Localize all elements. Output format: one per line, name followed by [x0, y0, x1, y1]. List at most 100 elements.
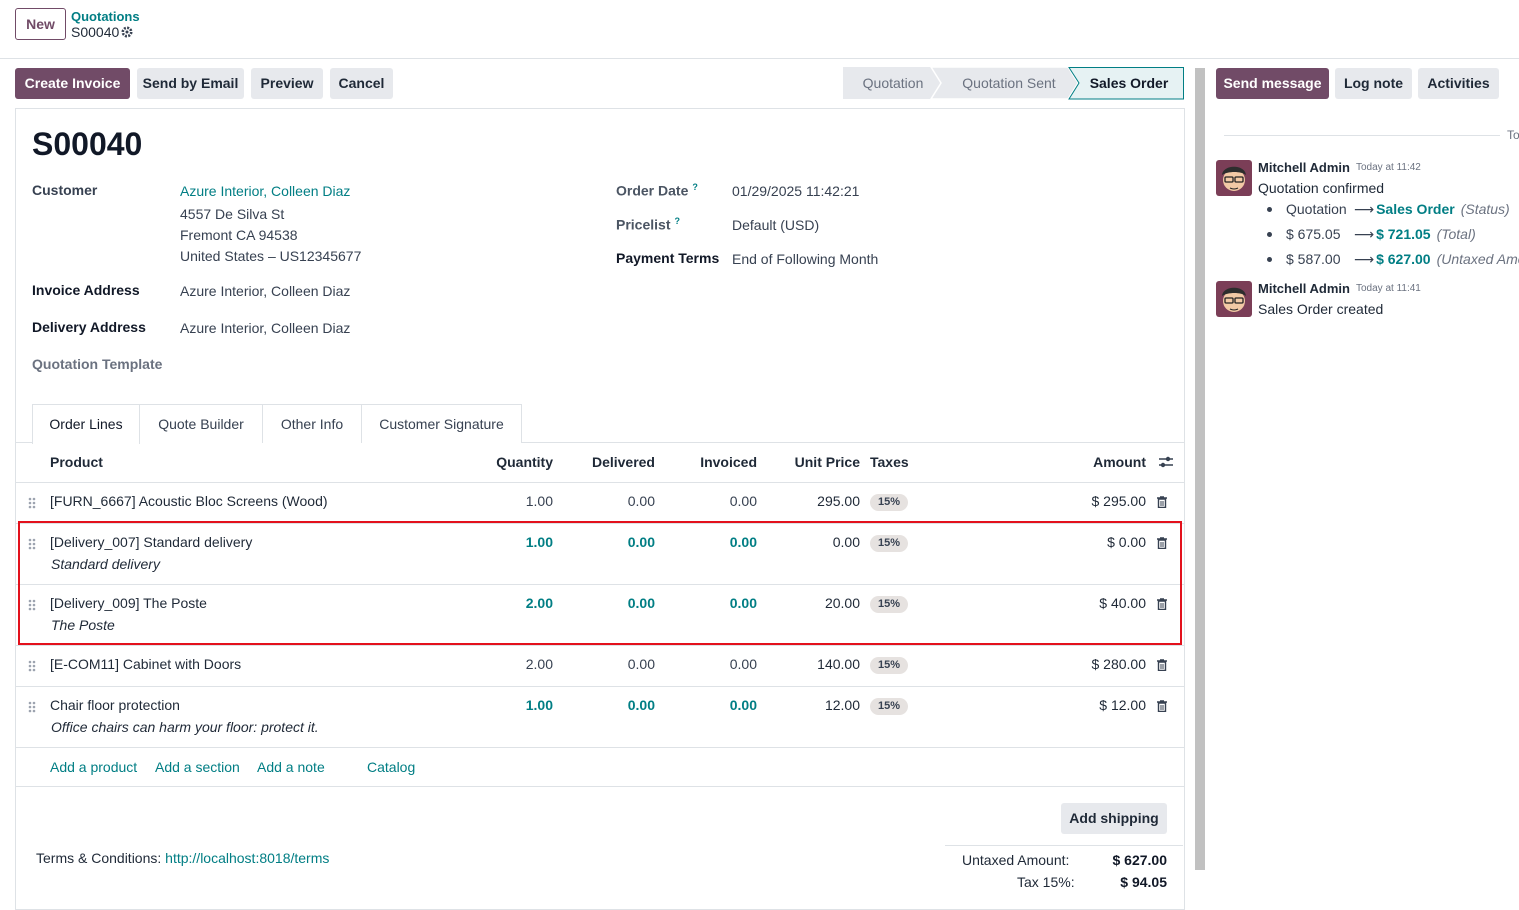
drag-handle[interactable] — [28, 496, 36, 509]
invoiced[interactable]: 0.00 — [729, 595, 757, 611]
add-line-link[interactable]: Add a note — [257, 759, 325, 775]
product-name[interactable]: [Delivery_007] Standard delivery — [50, 534, 253, 550]
delivered[interactable]: 0.00 — [627, 656, 655, 672]
field-value[interactable]: End of Following Month — [732, 251, 879, 267]
terms-link[interactable]: http://localhost:8018/terms — [165, 850, 330, 866]
action-button[interactable]: Create Invoice — [15, 68, 130, 99]
quantity[interactable]: 2.00 — [525, 656, 553, 672]
top-bar — [0, 58, 1519, 59]
add-line-link[interactable]: Add a section — [155, 759, 240, 775]
quantity[interactable]: 1.00 — [525, 493, 553, 509]
drag-handle[interactable] — [28, 598, 36, 611]
status-step[interactable] — [929, 67, 1079, 100]
tax-badge[interactable]: 15% — [870, 494, 909, 511]
tab-active[interactable]: Order Lines — [32, 404, 140, 444]
quantity[interactable]: 2.00 — [525, 595, 553, 611]
tax-badge[interactable]: 15% — [870, 535, 909, 552]
product-name[interactable]: Chair floor protection — [50, 697, 180, 713]
product-name[interactable]: [E-COM11] Cabinet with Doors — [50, 656, 242, 672]
avatar[interactable] — [1216, 281, 1252, 320]
product-name[interactable]: [FURN_6667] Acoustic Bloc Screens (Wood) — [50, 493, 328, 509]
field-value[interactable]: Default (USD) — [732, 217, 820, 233]
delivered[interactable]: 0.00 — [627, 697, 655, 713]
amount: $ 12.00 — [1099, 697, 1146, 713]
column-header[interactable]: Unit Price — [794, 454, 860, 470]
quantity[interactable]: 1.00 — [525, 534, 553, 550]
delivered[interactable]: 0.00 — [627, 534, 655, 550]
column-header[interactable]: Product — [50, 454, 103, 470]
action-button[interactable]: Cancel — [330, 68, 393, 99]
column-header[interactable]: Taxes — [870, 454, 909, 470]
invoiced[interactable]: 0.00 — [729, 493, 757, 509]
delete-icon[interactable] — [1157, 495, 1167, 511]
product-name[interactable]: [Delivery_009] The Poste — [50, 595, 207, 611]
address-line: United States – US12345677 — [180, 248, 362, 264]
status-step[interactable] — [1068, 67, 1184, 100]
unit-price[interactable]: 140.00 — [817, 656, 860, 672]
row-border — [16, 584, 1184, 585]
drag-handle[interactable] — [28, 659, 36, 672]
message-author[interactable]: Mitchell Admin — [1258, 281, 1350, 296]
delete-icon[interactable] — [1157, 699, 1167, 715]
total-value: $ 627.00 — [1112, 852, 1168, 868]
invoiced[interactable]: 0.00 — [729, 534, 757, 550]
old-value: Quotation — [1286, 201, 1347, 217]
delivered[interactable]: 0.00 — [627, 493, 655, 509]
quantity[interactable]: 1.00 — [525, 697, 553, 713]
amount: $ 40.00 — [1099, 595, 1146, 611]
help-icon[interactable]: ? — [674, 216, 680, 226]
unit-price[interactable]: 20.00 — [824, 595, 860, 611]
terms: Terms & Conditions: http://localhost:801… — [36, 850, 329, 866]
tracking-change: $ 587.00 ⟶$ 627.00 (Untaxed Amount) — [1286, 251, 1519, 268]
address-line: Fremont CA 94538 — [180, 227, 298, 243]
tab[interactable]: Other Info — [262, 404, 362, 443]
tax-badge[interactable]: 15% — [870, 698, 909, 715]
tax-badge[interactable]: 15% — [870, 657, 909, 674]
column-header[interactable]: Delivered — [591, 454, 655, 470]
customer-link[interactable]: Azure Interior, Colleen Diaz — [180, 183, 351, 199]
row-border — [16, 523, 1184, 524]
tab[interactable]: Customer Signature — [361, 404, 522, 443]
add-line-link[interactable]: Add a product — [50, 759, 138, 775]
field-label: Pricelist? — [616, 216, 680, 233]
field-value[interactable]: Azure Interior, Colleen Diaz — [180, 320, 351, 336]
optional-columns-icon[interactable] — [1158, 455, 1174, 469]
message-author[interactable]: Mitchell Admin — [1258, 160, 1350, 175]
action-button[interactable]: Preview — [251, 68, 323, 99]
delivered[interactable]: 0.00 — [627, 595, 655, 611]
add-shipping-button[interactable]: Add shipping — [1061, 803, 1167, 834]
field-value[interactable]: 01/29/2025 11:42:21 — [732, 183, 860, 199]
delete-icon[interactable] — [1157, 658, 1167, 674]
field-value[interactable]: Azure Interior, Colleen Diaz — [180, 283, 351, 299]
gear-icon[interactable] — [121, 26, 133, 38]
unit-price[interactable]: 12.00 — [824, 697, 860, 713]
invoiced[interactable]: 0.00 — [729, 697, 757, 713]
unit-price[interactable]: 295.00 — [817, 493, 860, 509]
avatar[interactable] — [1216, 160, 1252, 199]
breadcrumb-parent[interactable]: Quotations — [71, 9, 140, 24]
unit-price[interactable]: 0.00 — [832, 534, 860, 550]
invoiced[interactable]: 0.00 — [729, 656, 757, 672]
column-header[interactable]: Amount — [1093, 454, 1146, 470]
chatter-button[interactable]: Activities — [1418, 68, 1499, 99]
bullet — [1267, 232, 1272, 237]
delete-icon[interactable] — [1157, 536, 1167, 552]
drag-handle[interactable] — [28, 700, 36, 713]
field-label: Customer — [32, 182, 98, 198]
action-button[interactable]: Send by Email — [137, 68, 244, 99]
drag-handle[interactable] — [28, 537, 36, 550]
help-icon[interactable]: ? — [692, 182, 698, 192]
column-header[interactable]: Invoiced — [700, 454, 757, 470]
column-header[interactable]: Quantity — [496, 454, 553, 470]
delete-icon[interactable] — [1157, 597, 1167, 613]
add-line-link[interactable]: Catalog — [367, 759, 416, 775]
chatter-button[interactable]: Send message — [1216, 68, 1329, 99]
chatter-button[interactable]: Log note — [1335, 68, 1412, 99]
tax-badge[interactable]: 15% — [870, 596, 909, 613]
total-label: Tax 15%: — [1017, 874, 1075, 890]
product-description: Standard delivery — [51, 556, 160, 572]
new-button[interactable]: New — [15, 8, 66, 40]
status-step[interactable] — [843, 67, 941, 99]
product-description: The Poste — [51, 617, 115, 633]
tab[interactable]: Quote Builder — [139, 404, 263, 443]
